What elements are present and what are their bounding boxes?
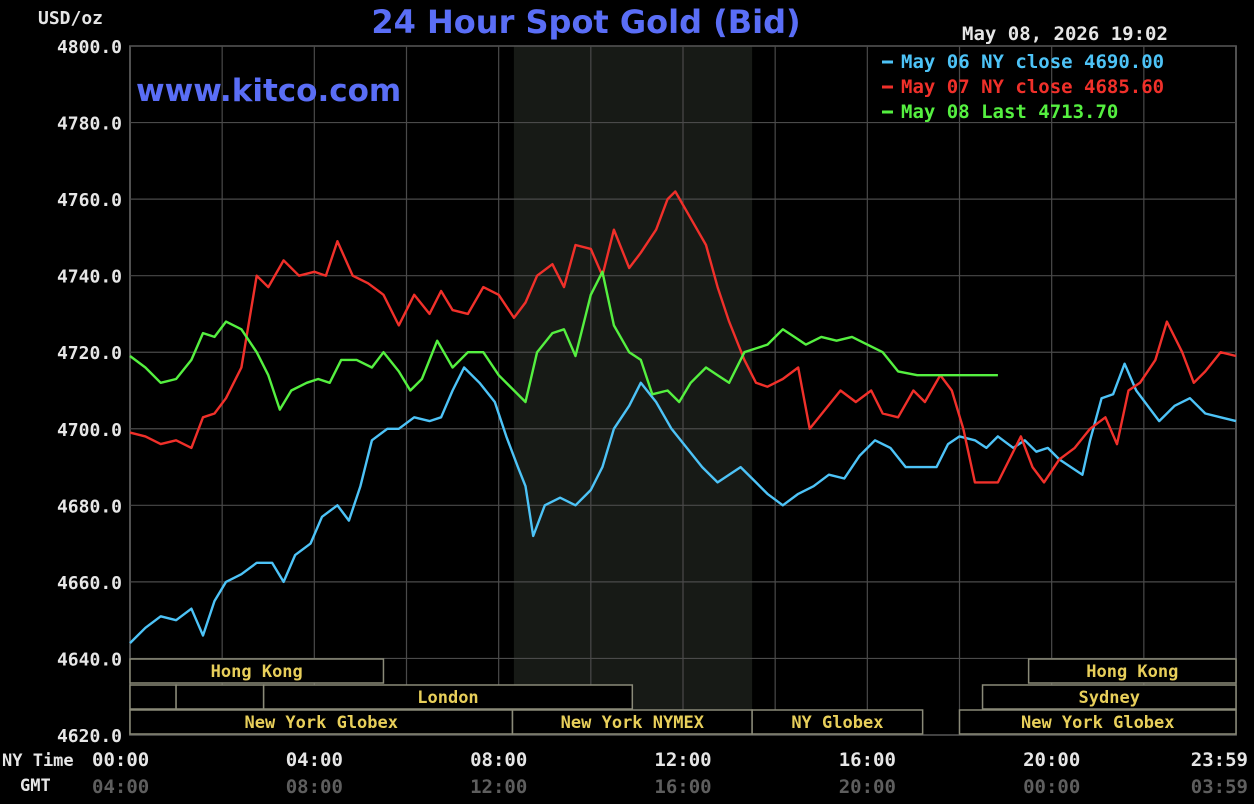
watermark: www.kitco.com: [136, 73, 401, 109]
y-tick-label: 4640.0: [57, 649, 122, 670]
session-bar: [981, 684, 1237, 710]
session-bar: [129, 709, 514, 735]
y-tick-label: 4660.0: [57, 573, 122, 594]
session-label: London: [417, 688, 478, 708]
chart-title: 24 Hour Spot Gold (Bid): [371, 3, 800, 41]
x-tick-label-ny: 20:00: [1023, 749, 1080, 771]
x-tick-label-ny: 04:00: [286, 749, 343, 771]
session-label: New York Globex: [1021, 713, 1175, 733]
session-bar: [1027, 658, 1237, 684]
session-label: Sydney: [1079, 688, 1140, 708]
y-tick-label: 4760.0: [57, 190, 122, 211]
x-tick-label-gmt: 20:00: [839, 776, 896, 798]
series-line-2: [129, 190, 1237, 484]
y-tick-label: 4720.0: [57, 343, 122, 364]
y-tick-label: 4740.0: [57, 267, 122, 288]
x-axis-label-ny: NY Time: [2, 751, 74, 771]
legend-label: May 06 NY close 4690.00: [901, 51, 1164, 73]
y-tick-label: 4680.0: [57, 496, 122, 517]
session-label: NY Globex: [791, 713, 883, 733]
x-tick-label-ny: 00:00: [92, 749, 149, 771]
y-tick-label: 4780.0: [57, 114, 122, 135]
x-tick-label-gmt: 16:00: [654, 776, 711, 798]
session-bar: [129, 684, 177, 710]
session-label: Hong Kong: [211, 662, 303, 682]
legend: May 06 NY close 4690.00 May 07 NY close 4…: [882, 51, 1164, 123]
y-tick-label: 4700.0: [57, 420, 122, 441]
nymex-shading: [513, 46, 753, 735]
legend-label: May 07 NY close 4685.60: [901, 76, 1164, 98]
x-tick-label-ny: 16:00: [839, 749, 896, 771]
x-tick-label-gmt: 04:00: [92, 776, 149, 798]
session-bar: [129, 658, 385, 684]
session-label: New York NYMEX: [561, 713, 705, 733]
session-label: Hong Kong: [1086, 662, 1178, 682]
x-tick-label-ny: 12:00: [654, 749, 711, 771]
unit-label: USD/oz: [38, 8, 103, 29]
x-tick-label-gmt: 00:00: [1023, 776, 1080, 798]
session-label: New York Globex: [244, 713, 398, 733]
x-tick-label-gmt: 08:00: [286, 776, 343, 798]
timestamp: May 08, 2026 19:02: [962, 23, 1168, 45]
legend-label: May 08 Last 4713.70: [901, 101, 1118, 123]
x-tick-label-gmt: 03:59: [1191, 776, 1248, 798]
x-axis-label-gmt: GMT: [20, 776, 51, 796]
session-bar: [751, 709, 924, 735]
session-bar: [262, 684, 634, 710]
x-tick-label-gmt: 12:00: [470, 776, 527, 798]
y-tick-label: 4620.0: [57, 726, 122, 747]
x-tick-label-ny: 08:00: [470, 749, 527, 771]
y-tick-label: 4800.0: [57, 37, 122, 58]
series-line-3: [129, 270, 998, 411]
session-bar: [958, 709, 1237, 735]
x-tick-label-ny: 23:59: [1191, 749, 1248, 771]
session-bar: [175, 684, 265, 710]
